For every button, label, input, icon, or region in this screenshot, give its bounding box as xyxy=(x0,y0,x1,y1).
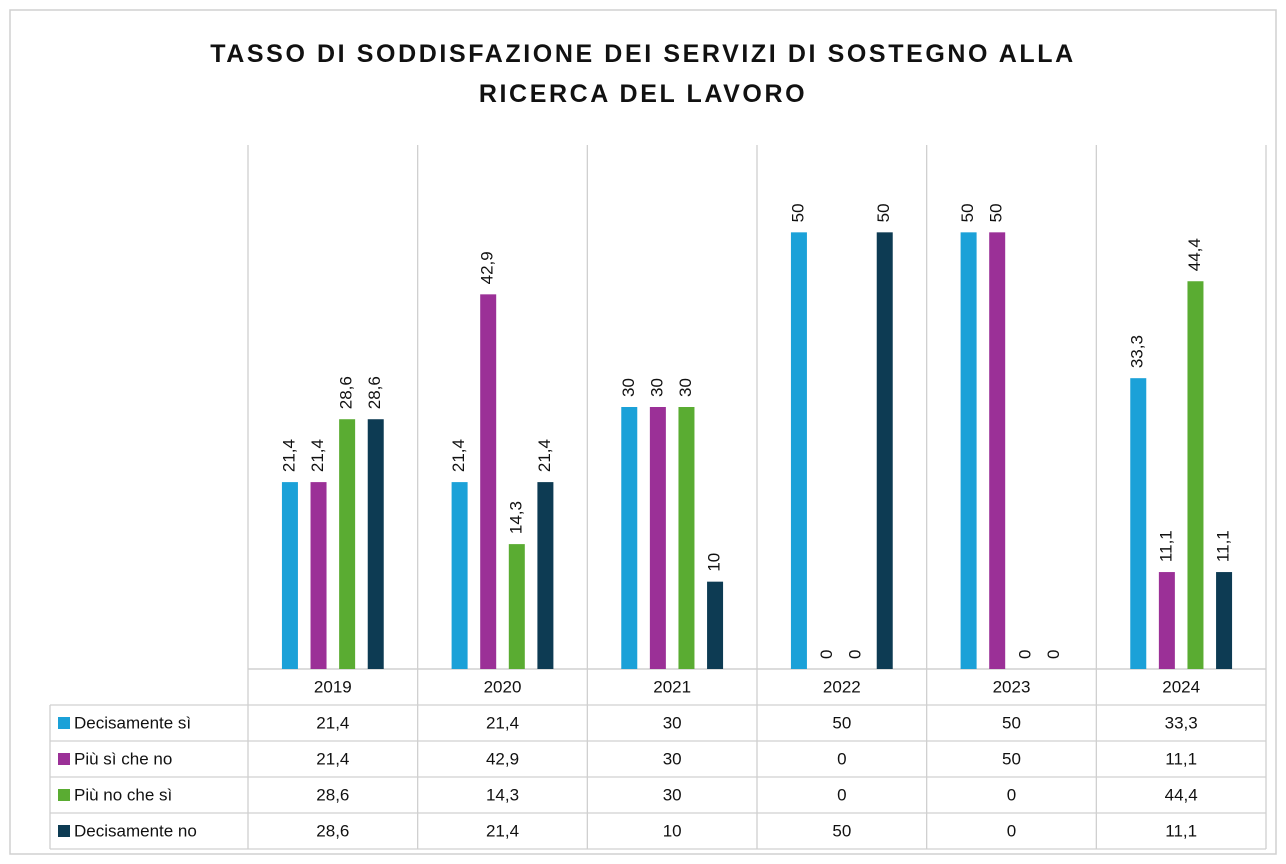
data-label: 14,3 xyxy=(506,501,525,534)
table-cell: 44,4 xyxy=(1165,785,1198,804)
bar xyxy=(790,232,807,670)
data-label: 42,9 xyxy=(478,251,497,284)
bar xyxy=(678,407,695,669)
data-label: 0 xyxy=(1015,650,1034,659)
table-cell: 0 xyxy=(1007,821,1016,840)
data-label: 33,3 xyxy=(1128,335,1147,368)
bar xyxy=(707,581,724,669)
data-label: 10 xyxy=(705,553,724,572)
table-cell: 0 xyxy=(1007,785,1016,804)
bar xyxy=(281,482,298,669)
data-label: 50 xyxy=(958,203,977,222)
x-tick-label: 2024 xyxy=(1162,677,1200,696)
data-label: 21,4 xyxy=(449,439,468,472)
table-cell: 11,1 xyxy=(1165,749,1197,768)
table-cell: 50 xyxy=(832,713,851,732)
data-label: 30 xyxy=(619,378,638,397)
bar xyxy=(508,544,525,669)
data-label: 50 xyxy=(987,203,1006,222)
data-label: 0 xyxy=(1044,650,1063,659)
legend-label: Più sì che no xyxy=(74,749,172,768)
data-label: 21,4 xyxy=(308,439,327,472)
bar xyxy=(1158,572,1175,669)
table-cell: 0 xyxy=(837,749,846,768)
table-cell: 28,6 xyxy=(316,821,349,840)
table-cell: 11,1 xyxy=(1165,821,1197,840)
data-label: 21,4 xyxy=(279,439,298,472)
table-cell: 28,6 xyxy=(316,785,349,804)
table-cell: 14,3 xyxy=(486,785,519,804)
data-label: 30 xyxy=(676,378,695,397)
bar xyxy=(367,419,384,669)
data-label: 11,1 xyxy=(1156,530,1175,562)
table-cell: 42,9 xyxy=(486,749,519,768)
table-cell: 21,4 xyxy=(486,713,519,732)
table-cell: 33,3 xyxy=(1165,713,1198,732)
bar xyxy=(1130,378,1147,669)
table-cell: 30 xyxy=(663,785,682,804)
bar xyxy=(876,232,893,670)
data-label: 28,6 xyxy=(337,376,356,409)
bar xyxy=(1187,281,1204,669)
legend-label: Più no che sì xyxy=(74,785,172,804)
table-cell: 30 xyxy=(663,749,682,768)
table-cell: 21,4 xyxy=(486,821,519,840)
x-tick-label: 2022 xyxy=(823,677,861,696)
bar xyxy=(960,232,977,670)
bar xyxy=(480,294,497,669)
legend-swatch xyxy=(58,717,70,729)
table-cell: 0 xyxy=(837,785,846,804)
data-label: 50 xyxy=(874,203,893,222)
bar xyxy=(1216,572,1233,669)
data-label: 11,1 xyxy=(1214,530,1233,562)
data-label: 0 xyxy=(846,650,865,659)
bar xyxy=(649,407,666,669)
x-tick-label: 2021 xyxy=(653,677,691,696)
data-label: 0 xyxy=(817,650,836,659)
table-cell: 30 xyxy=(663,713,682,732)
legend-label: Decisamente no xyxy=(74,821,197,840)
data-label: 50 xyxy=(788,203,807,222)
table-cell: 10 xyxy=(663,821,682,840)
legend-label: Decisamente sì xyxy=(74,713,191,732)
chart-border xyxy=(9,9,1277,855)
bar xyxy=(621,407,638,669)
legend-swatch xyxy=(58,789,70,801)
table-cell: 21,4 xyxy=(316,749,349,768)
data-label: 21,4 xyxy=(535,439,554,472)
x-tick-label: 2019 xyxy=(314,677,352,696)
x-tick-label: 2020 xyxy=(484,677,522,696)
table-cell: 50 xyxy=(832,821,851,840)
data-label: 30 xyxy=(647,378,666,397)
legend-swatch xyxy=(58,825,70,837)
table-cell: 21,4 xyxy=(316,713,349,732)
data-label: 28,6 xyxy=(365,376,384,409)
chart-title: TASSO DI SODDISFAZIONE DEI SERVIZI DI SO… xyxy=(210,40,1076,108)
bar xyxy=(310,482,327,669)
x-tick-label: 2023 xyxy=(993,677,1031,696)
bar xyxy=(451,482,468,669)
bar xyxy=(339,419,356,669)
table-cell: 50 xyxy=(1002,713,1021,732)
table-cell: 50 xyxy=(1002,749,1021,768)
bar xyxy=(537,482,554,669)
legend-swatch xyxy=(58,753,70,765)
data-label: 44,4 xyxy=(1185,238,1204,271)
bar xyxy=(989,232,1006,670)
